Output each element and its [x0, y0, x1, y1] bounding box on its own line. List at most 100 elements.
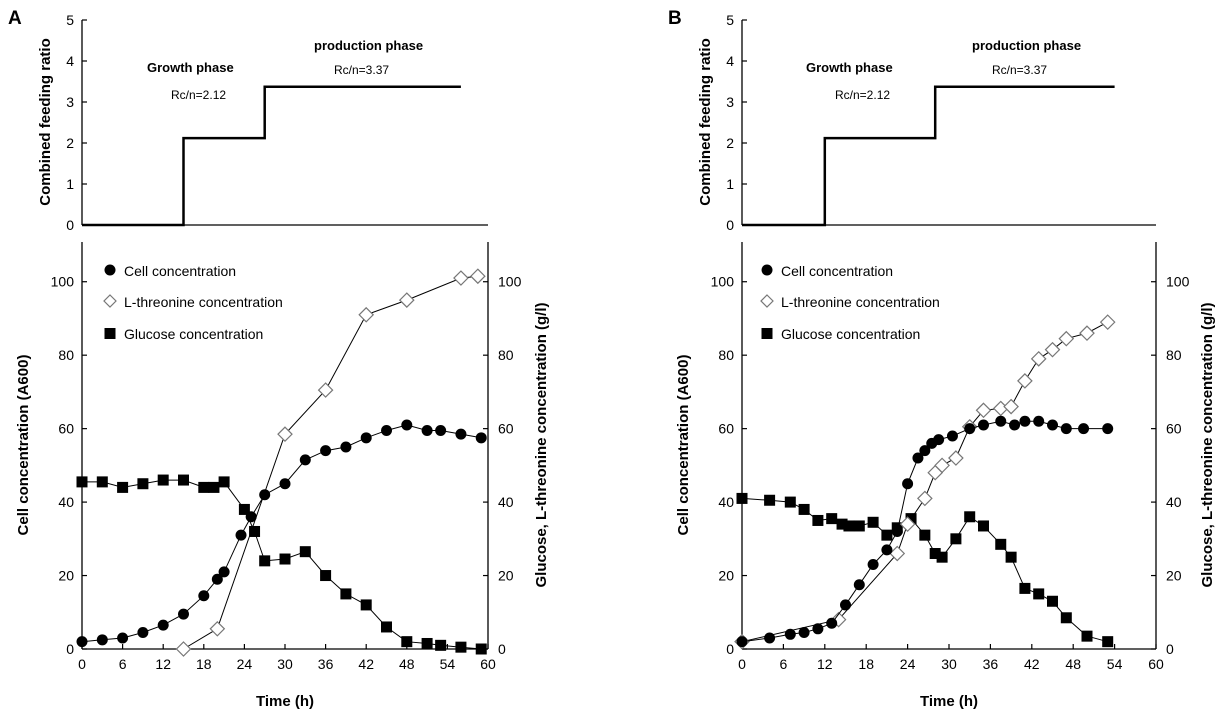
panel-b-production-phase-label: production phase: [972, 38, 1081, 53]
panel-b-cell-point: [784, 628, 796, 640]
panel-a-left-ytick-label: 0: [66, 641, 74, 657]
panel-a-glucose-point: [76, 476, 88, 488]
panel-b-glucose-point: [853, 520, 865, 532]
panel-a-top-yticks: 0 1 2 3 4 5: [66, 12, 87, 233]
panel-a-glucose-point: [340, 588, 352, 600]
panel-b-left-ytick-label: 20: [718, 568, 734, 584]
panel-b-cell-point: [1033, 415, 1045, 427]
panel-b-glucose-point: [995, 538, 1007, 550]
panel-b-top-ytick-label: 5: [726, 12, 734, 28]
panel-b-cell-point: [964, 423, 976, 435]
legend-a-threonine-marker: [103, 294, 117, 308]
panel-b-threonine-point: [1030, 351, 1047, 367]
panel-b-series: [734, 314, 1116, 650]
panel-b-glucose-point: [798, 503, 810, 515]
panel-a-threonine-point: [209, 620, 226, 637]
panel-b-glucose-point: [950, 533, 962, 545]
panel-a-cell-point: [137, 626, 149, 638]
panel-b-right-ytick-label: 0: [1166, 641, 1174, 657]
panel-a-glucose-point: [299, 546, 311, 558]
panel-b-cell-point: [1009, 419, 1021, 431]
panel-b-threonine-point: [1099, 314, 1116, 330]
panel-b-right-ytick-label: 20: [1166, 568, 1182, 584]
legend-a-glucose-label: Glucose concentration: [124, 326, 263, 342]
panel-b-cell-point: [826, 617, 838, 629]
panel-a-glucose-point: [360, 599, 372, 611]
panel-a-threonine-point: [470, 268, 486, 285]
legend-b-glucose-marker: [761, 328, 773, 339]
panel-a-legend: Cell concentration L-threonine concentra…: [103, 263, 283, 342]
panel-b-left-ytick-label: 60: [718, 421, 734, 437]
panel-b-cell-point: [1078, 423, 1090, 435]
panel-a-cell-point: [320, 445, 332, 457]
panel-b-xlabel: Time (h): [920, 693, 978, 710]
panel-b-top-ytick-label: 3: [726, 94, 734, 110]
panel-a-cell-point: [178, 608, 189, 620]
panel-b-xtick-label: 30: [941, 656, 957, 672]
panel-b-cell-point: [1019, 415, 1031, 427]
panel-a-growth-ratio-label: Rc/n=2.12: [171, 88, 226, 102]
panel-a-threonine-point: [317, 382, 334, 398]
legend-a-threonine-label: L-threonine concentration: [124, 294, 283, 310]
panel-b-cell-point: [798, 626, 810, 638]
panel-a-left-ytick-label: 60: [58, 421, 74, 437]
panel-b-threonine-point: [948, 450, 964, 466]
panel-b-glucose-point: [784, 496, 796, 508]
panel-b-glucose-point: [919, 529, 931, 541]
panel-b-growth-ratio-label: Rc/n=2.12: [835, 88, 890, 102]
panel-b-left-ytick-label: 80: [718, 347, 734, 363]
panel-a-threonine-point: [277, 426, 293, 442]
panel-a-glucose-point: [198, 481, 210, 493]
panel-b-xtick-label: 12: [817, 656, 833, 672]
panel-b-cell-point: [1047, 419, 1058, 431]
panel-b-threonine-point: [975, 402, 992, 419]
panel-a-xtick-label: 30: [277, 656, 293, 672]
panel-b-left-ytick-label: 40: [718, 494, 734, 510]
panel-a-cell-point: [381, 424, 392, 436]
panel-a-glucose-point: [117, 481, 129, 493]
panel-a-cell-line: [81, 424, 482, 643]
panel-b-cell-point: [881, 544, 893, 556]
panel-a-glucose-point: [475, 643, 487, 655]
panel-a-right-ytick-label: 100: [498, 274, 522, 290]
panel-a-left-ytick-label: 40: [58, 494, 74, 510]
panel-b-right-ytick-label: 100: [1166, 274, 1190, 290]
legend-b-cell-label: Cell concentration: [781, 263, 893, 279]
panel-a-glucose-point: [96, 476, 108, 488]
panel-b-glucose-point: [843, 520, 855, 532]
panel-b-glucose-point: [1081, 630, 1093, 642]
panel-b-feeding-ratio-line: [742, 85, 1115, 227]
panel-a-cell-point: [455, 428, 467, 440]
panel-b-production-ratio-label: Rc/n=3.37: [992, 63, 1047, 77]
panel-b-glucose-point: [836, 518, 848, 530]
panel-b-right-ytick-label: 40: [1166, 494, 1182, 510]
panel-b-cell-point: [1102, 423, 1114, 435]
panel-a-left-ytick-label: 80: [58, 347, 74, 363]
panel-a-growth-phase-label: Growth phase: [147, 60, 234, 75]
panel-a-right-ytick-label: 0: [498, 641, 506, 657]
panel-b-top-ytick-label: 1: [726, 176, 734, 192]
panel-b-top-ylabel: Combined feeding ratio: [697, 38, 714, 206]
panel-b-cell-point: [919, 445, 931, 457]
panel-a-production-phase-label: production phase: [314, 38, 423, 53]
panel-a-glucose-point: [401, 636, 413, 648]
panel-a-glucose-point: [435, 639, 447, 651]
panel-b-cell-point: [736, 636, 748, 648]
panel-b-threonine-point: [1003, 398, 1019, 415]
legend-b-threonine-label: L-threonine concentration: [781, 294, 940, 310]
panel-b-xtick-label: 6: [780, 656, 788, 672]
panel-b-glucose-point: [1102, 636, 1114, 648]
panel-a-xtick-label: 6: [119, 656, 127, 672]
panel-b-top-ytick-label: 4: [726, 53, 734, 69]
legend-a-glucose-marker: [104, 328, 116, 339]
panel-b-cell-point: [867, 559, 879, 571]
panel-b-threonine-point: [889, 545, 906, 562]
panel-b-cell-point: [764, 632, 776, 644]
panel-b-left-ytick-label: 100: [711, 274, 735, 290]
panel-b-cell-point: [853, 579, 865, 591]
panel-a-cell-point: [435, 424, 447, 436]
panel-b-cell-point: [812, 623, 824, 635]
panel-b-top-axes: [741, 20, 1156, 226]
panel-a-xlabel: Time (h): [256, 693, 314, 710]
